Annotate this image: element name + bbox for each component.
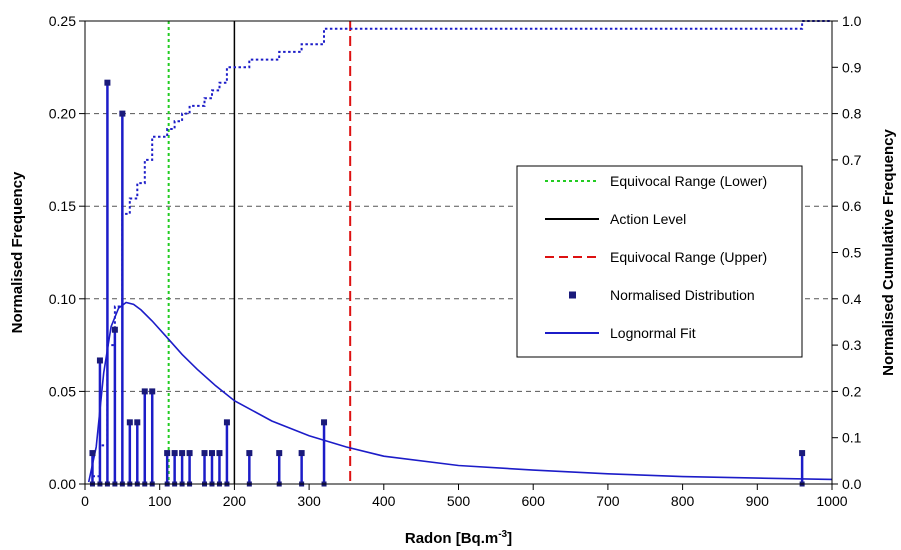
- y2-tick-label: 0.1: [842, 430, 862, 446]
- legend-swatch: [569, 291, 576, 299]
- distribution-marker: [126, 419, 133, 426]
- legend-label: Equivocal Range (Upper): [610, 249, 767, 265]
- y2-tick-label: 1.0: [842, 13, 862, 29]
- y2-tick-label: 0.3: [842, 337, 862, 353]
- legend: Equivocal Range (Lower) Action Level Equiv…: [516, 165, 803, 358]
- y2-tick-label: 0.2: [842, 383, 862, 399]
- legend-label: Action Level: [610, 211, 686, 227]
- x-tick-label: 1000: [816, 493, 847, 509]
- distribution-marker: [799, 450, 806, 457]
- y2-tick-label: 0.6: [842, 198, 862, 214]
- y-tick-label: 0.20: [49, 106, 76, 122]
- lognormal-fit-series: [87, 301, 833, 483]
- reference-lines: [167, 21, 352, 484]
- distribution-marker: [208, 450, 215, 457]
- y2-tick-label: 0.8: [842, 106, 862, 122]
- distribution-marker: [141, 388, 148, 395]
- distribution-marker: [201, 450, 208, 457]
- y2-tick-label: 0.5: [842, 245, 862, 261]
- axis-ticks: 0 100 200 300 400 500 600 700 800 900 1000 0.00 0.05…: [49, 13, 862, 509]
- distribution-marker: [179, 450, 186, 457]
- distribution-marker: [276, 450, 283, 457]
- lognormal-fit-line: [87, 301, 833, 483]
- x-tick-label: 100: [148, 493, 172, 509]
- legend-label: Lognormal Fit: [610, 325, 696, 341]
- x-tick-label: 700: [596, 493, 620, 509]
- x-tick-label: 200: [223, 493, 247, 509]
- legend-label: Normalised Distribution: [610, 287, 755, 303]
- distribution-marker: [111, 326, 118, 333]
- distribution-marker: [149, 388, 156, 395]
- distribution-marker: [321, 419, 328, 426]
- secondary-y-axis-title: Normalised Cumulative Frequency: [880, 128, 897, 375]
- distribution-marker: [96, 357, 103, 364]
- x-tick-label: 300: [297, 493, 321, 509]
- y-tick-label: 0.10: [49, 291, 76, 307]
- distribution-marker: [134, 419, 141, 426]
- distribution-marker: [186, 450, 193, 457]
- distribution-marker: [89, 450, 96, 457]
- legend-label: Equivocal Range (Lower): [610, 173, 767, 189]
- x-tick-label: 900: [746, 493, 770, 509]
- y2-tick-label: 0.9: [842, 59, 862, 75]
- x-tick-label: 800: [671, 493, 695, 509]
- x-tick-label: 0: [81, 493, 89, 509]
- distribution-marker: [216, 450, 223, 457]
- distribution-marker: [119, 110, 126, 117]
- distribution-marker: [171, 450, 178, 457]
- y-tick-label: 0.15: [49, 198, 76, 214]
- distribution-marker: [246, 450, 253, 457]
- y-tick-label: 0.25: [49, 13, 76, 29]
- y2-tick-label: 0.4: [842, 291, 862, 307]
- x-tick-label: 600: [522, 493, 546, 509]
- distribution-marker: [104, 79, 111, 86]
- y-axis-title: Normalised Frequency: [9, 171, 26, 333]
- y-tick-label: 0.00: [49, 476, 76, 492]
- y2-tick-label: 0.0: [842, 476, 862, 492]
- y2-tick-label: 0.7: [842, 152, 862, 168]
- x-tick-label: 500: [447, 493, 471, 509]
- distribution-marker: [298, 450, 305, 457]
- legend-box: [516, 165, 803, 358]
- distribution-marker: [164, 450, 171, 457]
- distribution-marker: [223, 419, 230, 426]
- x-axis-title: Radon [Bq.m-3]: [405, 529, 512, 547]
- x-tick-label: 400: [372, 493, 396, 509]
- y-tick-label: 0.05: [49, 383, 76, 399]
